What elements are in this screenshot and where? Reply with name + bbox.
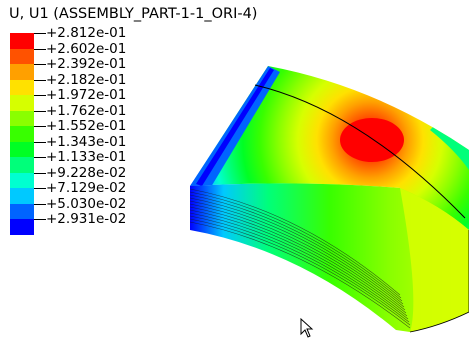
legend-label: +5.030e-02	[46, 195, 127, 212]
legend-tick	[34, 64, 46, 65]
legend-tick	[34, 141, 46, 143]
legend-swatch	[10, 79, 34, 95]
legend-tick	[34, 157, 46, 158]
legend-swatch	[10, 95, 34, 111]
legend-swatch	[10, 110, 34, 126]
legend-tick	[34, 33, 46, 34]
legend-label: +2.182e-01	[46, 71, 127, 88]
legend-label: +7.129e-02	[46, 180, 127, 196]
legend-tick	[34, 219, 46, 220]
legend-swatch	[10, 48, 34, 64]
legend-swatch	[10, 203, 34, 219]
legend-swatch	[10, 141, 34, 157]
legend-swatch	[10, 126, 34, 142]
mouse-pointer-icon	[300, 317, 314, 339]
legend-swatch	[10, 219, 34, 235]
legend-entry: +1.972e-01	[10, 88, 150, 111]
legend-entry: +9.228e-02	[10, 166, 150, 188]
legend-entry: +5.030e-02	[10, 197, 150, 219]
legend-label: +2.931e-02	[46, 211, 127, 227]
legend-label: +1.343e-01	[46, 133, 127, 150]
legend-tick	[34, 172, 46, 174]
top-surface	[190, 66, 469, 230]
legend-label: +1.552e-01	[46, 118, 127, 134]
contour-legend: +2.812e-01 +2.602e-01 +2.392e-01 +2.182e…	[10, 26, 150, 235]
legend-swatch	[10, 33, 34, 49]
plot-title: U, U1 (ASSEMBLY_PART-1-1_ORI-4)	[9, 6, 258, 22]
legend-entry: +2.812e-01	[10, 26, 150, 49]
legend-entry: +2.931e-02	[10, 212, 150, 235]
legend-swatch	[10, 188, 34, 204]
legend-entry: +2.602e-01	[10, 42, 150, 64]
legend-label: +1.133e-01	[46, 149, 127, 165]
legend-swatch	[10, 64, 34, 80]
legend-tick	[34, 126, 46, 127]
legend-tick	[34, 110, 46, 112]
side-surface	[190, 183, 469, 333]
legend-label: +9.228e-02	[46, 164, 127, 181]
legend-tick	[34, 95, 46, 96]
legend-swatch	[10, 172, 34, 188]
legend-label: +2.812e-01	[46, 25, 127, 41]
legend-tick	[34, 48, 46, 50]
legend-tick	[34, 79, 46, 81]
legend-label: +2.392e-01	[46, 56, 127, 72]
legend-entry: +1.762e-01	[10, 104, 150, 126]
legend-entry: +1.133e-01	[10, 150, 150, 173]
legend-entry: +2.392e-01	[10, 57, 150, 80]
legend-entry: +1.343e-01	[10, 135, 150, 157]
legend-label: +1.972e-01	[46, 87, 127, 103]
legend-label: +2.602e-01	[46, 40, 127, 57]
legend-entry: +2.182e-01	[10, 73, 150, 95]
legend-entry: +7.129e-02	[10, 181, 150, 204]
legend-tick	[34, 188, 46, 189]
legend-entry: +1.552e-01	[10, 119, 150, 142]
legend-swatch	[10, 157, 34, 173]
legend-label: +1.762e-01	[46, 102, 127, 119]
legend-tick	[34, 203, 46, 205]
